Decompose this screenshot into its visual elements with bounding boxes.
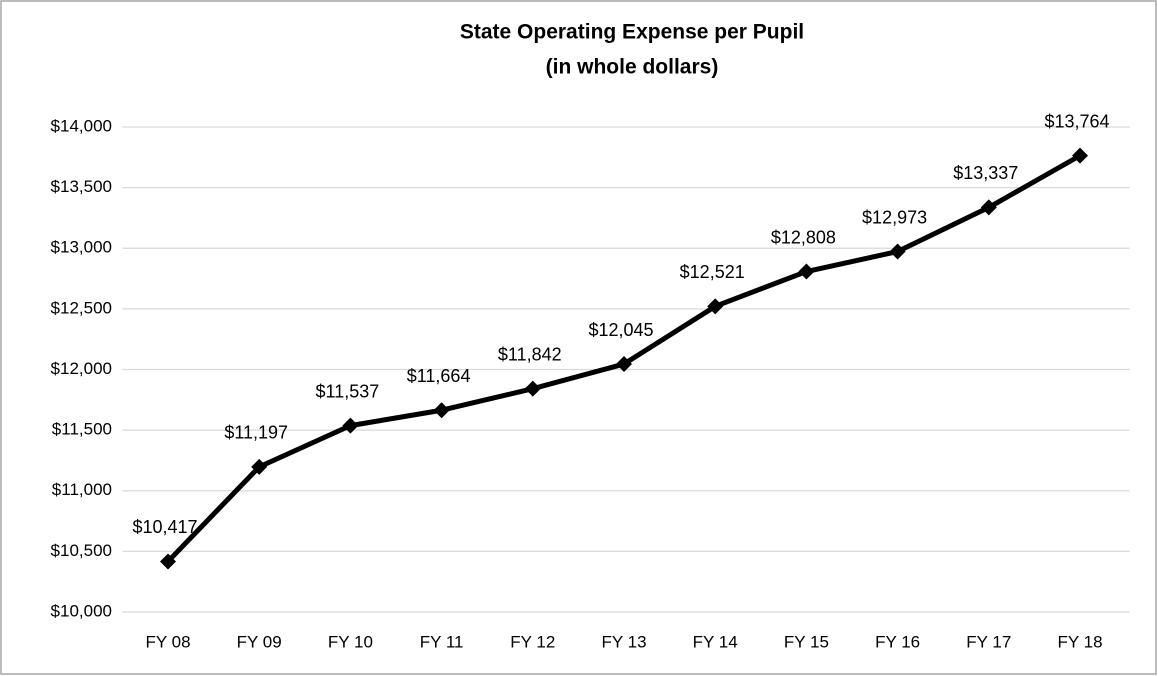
x-tick-label: FY 08	[145, 632, 190, 651]
y-tick-label: $12,500	[51, 298, 112, 317]
x-tick-label: FY 13	[601, 632, 646, 651]
y-tick-label: $10,500	[51, 541, 112, 560]
marker	[342, 417, 359, 434]
y-tick-label: $11,500	[52, 420, 112, 439]
data-label: $11,197	[224, 423, 288, 443]
data-label: $12,808	[771, 227, 836, 247]
chart-title: State Operating Expense per Pupil	[460, 21, 804, 44]
data-label: $10,417	[132, 517, 197, 537]
x-tick-label: FY 17	[966, 632, 1011, 651]
data-label: $12,973	[862, 207, 927, 227]
data-label: $11,664	[407, 366, 471, 386]
marker	[433, 402, 450, 419]
y-tick-label: $13,000	[51, 238, 112, 257]
x-tick-label: FY 12	[510, 632, 555, 651]
x-tick-label: FY 15	[784, 632, 829, 651]
x-tick-label: FY 16	[875, 632, 920, 651]
x-tick-label: FY 18	[1057, 632, 1102, 651]
marker	[889, 243, 906, 260]
y-tick-label: $12,000	[51, 359, 112, 378]
marker	[251, 458, 268, 475]
marker	[160, 553, 176, 570]
data-label: $13,764	[1044, 111, 1109, 131]
y-tick-label: $10,000	[51, 601, 112, 620]
chart-subtitle: (in whole dollars)	[546, 56, 719, 79]
x-tick-label: FY 10	[328, 632, 373, 651]
data-label: $11,842	[498, 344, 562, 364]
y-tick-label: $13,500	[51, 177, 112, 196]
marker	[980, 199, 997, 216]
x-tick-label: FY 09	[237, 632, 282, 651]
y-tick-label: $14,000	[51, 116, 112, 135]
marker	[616, 356, 632, 373]
marker	[524, 380, 541, 397]
marker	[707, 298, 724, 315]
data-label: $13,337	[953, 163, 1018, 183]
marker	[1072, 147, 1088, 164]
data-label: $11,537	[316, 381, 380, 401]
x-tick-label: FY 14	[693, 632, 738, 651]
y-tick-label: $11,000	[52, 480, 112, 499]
data-label: $12,521	[680, 262, 745, 282]
marker	[798, 263, 815, 280]
x-tick-label: FY 11	[420, 632, 464, 651]
data-label: $12,045	[588, 320, 653, 340]
